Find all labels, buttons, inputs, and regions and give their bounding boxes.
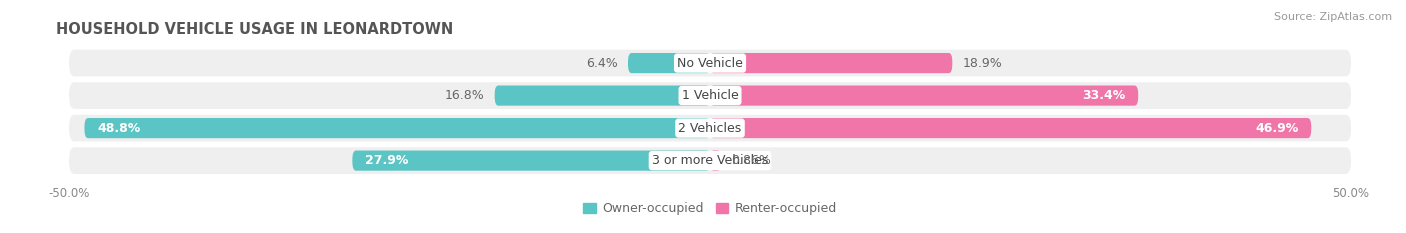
FancyBboxPatch shape: [710, 118, 1312, 138]
Text: HOUSEHOLD VEHICLE USAGE IN LEONARDTOWN: HOUSEHOLD VEHICLE USAGE IN LEONARDTOWN: [56, 22, 454, 37]
Text: 33.4%: 33.4%: [1083, 89, 1125, 102]
Text: 48.8%: 48.8%: [97, 122, 141, 135]
FancyBboxPatch shape: [495, 86, 710, 106]
FancyBboxPatch shape: [69, 147, 1351, 174]
FancyBboxPatch shape: [710, 53, 952, 73]
FancyBboxPatch shape: [69, 50, 1351, 76]
FancyBboxPatch shape: [710, 86, 1139, 106]
FancyBboxPatch shape: [69, 82, 1351, 109]
Text: 1 Vehicle: 1 Vehicle: [682, 89, 738, 102]
Text: No Vehicle: No Vehicle: [678, 57, 742, 70]
FancyBboxPatch shape: [628, 53, 710, 73]
FancyBboxPatch shape: [84, 118, 710, 138]
Text: 16.8%: 16.8%: [444, 89, 485, 102]
Text: 6.4%: 6.4%: [586, 57, 617, 70]
Text: 2 Vehicles: 2 Vehicles: [679, 122, 741, 135]
FancyBboxPatch shape: [69, 115, 1351, 141]
Text: Source: ZipAtlas.com: Source: ZipAtlas.com: [1274, 12, 1392, 22]
FancyBboxPatch shape: [710, 151, 721, 171]
Text: 0.86%: 0.86%: [731, 154, 770, 167]
FancyBboxPatch shape: [353, 151, 710, 171]
Legend: Owner-occupied, Renter-occupied: Owner-occupied, Renter-occupied: [578, 197, 842, 220]
Text: 3 or more Vehicles: 3 or more Vehicles: [652, 154, 768, 167]
Text: 27.9%: 27.9%: [366, 154, 409, 167]
Text: 18.9%: 18.9%: [963, 57, 1002, 70]
Text: 46.9%: 46.9%: [1256, 122, 1298, 135]
